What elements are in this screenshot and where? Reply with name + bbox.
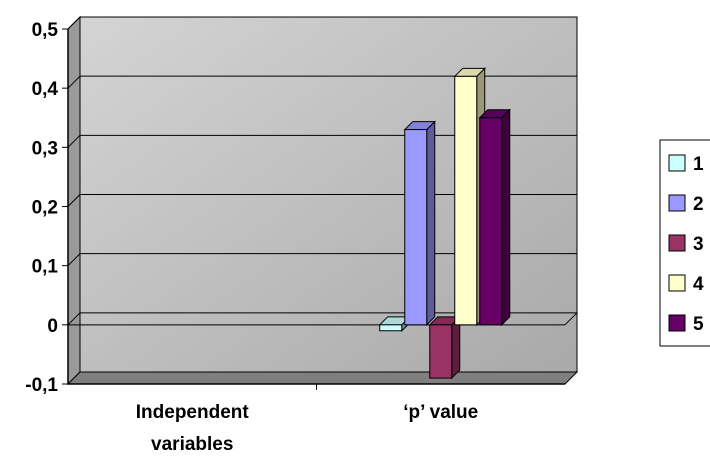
bar — [379, 324, 403, 332]
legend-item-2: 2 — [668, 194, 704, 215]
legend-label: 3 — [693, 234, 704, 255]
legend-swatch — [668, 314, 686, 332]
legend-swatch — [668, 194, 686, 212]
legend-item-1: 1 — [668, 154, 704, 175]
gridline-diagonal — [67, 134, 81, 148]
bar — [454, 75, 478, 326]
gridline-diagonal — [67, 312, 81, 326]
y-tick-label: 0,4 — [32, 79, 59, 100]
gridline-diagonal — [67, 253, 81, 267]
bars — [378, 67, 511, 380]
x-category-label: ‘p’ value — [403, 402, 478, 423]
gridline-diagonal — [67, 16, 81, 30]
bar-side — [426, 120, 436, 327]
gridline-diagonal — [67, 194, 81, 207]
y-tick-label: 0,2 — [32, 198, 58, 219]
bar — [479, 117, 503, 326]
x-axis-category-labels: Independent variables ‘p’ value — [136, 402, 478, 455]
zero-line-edge — [564, 312, 578, 326]
bar — [404, 129, 428, 326]
legend-swatch — [668, 274, 686, 292]
y-tick-label: 0 — [47, 316, 58, 337]
gridline-diagonal — [67, 75, 81, 89]
bar-side — [451, 315, 461, 380]
y-axis-tick-labels: 0,5 0,4 0,3 0,2 0,1 0 -0,1 — [25, 20, 58, 396]
y-tick-label: 0,1 — [32, 257, 59, 278]
y-tick-label: -0,1 — [25, 375, 58, 396]
legend-label: 2 — [693, 194, 704, 215]
bar-series-2 — [403, 120, 436, 327]
legend-label: 1 — [693, 154, 704, 175]
legend-item-4: 4 — [668, 274, 704, 295]
legend-swatch — [668, 234, 686, 252]
legend-item-5: 5 — [668, 314, 704, 335]
x-category-label: Independent — [136, 402, 250, 423]
legend-label: 5 — [693, 314, 704, 335]
legend-label: 4 — [693, 274, 704, 295]
floor — [66, 371, 579, 385]
legend-item-3: 3 — [668, 234, 704, 255]
bar-series-5 — [478, 108, 511, 327]
bar-side — [501, 108, 511, 327]
bar — [429, 324, 453, 379]
legend: 1 2 3 4 5 — [659, 139, 710, 347]
y-tick-label: 0,3 — [32, 138, 58, 159]
x-category-label: variables — [151, 434, 233, 455]
y-tick-label: 0,5 — [32, 20, 59, 41]
bar-series-3 — [428, 315, 461, 380]
legend-swatch — [668, 154, 686, 172]
